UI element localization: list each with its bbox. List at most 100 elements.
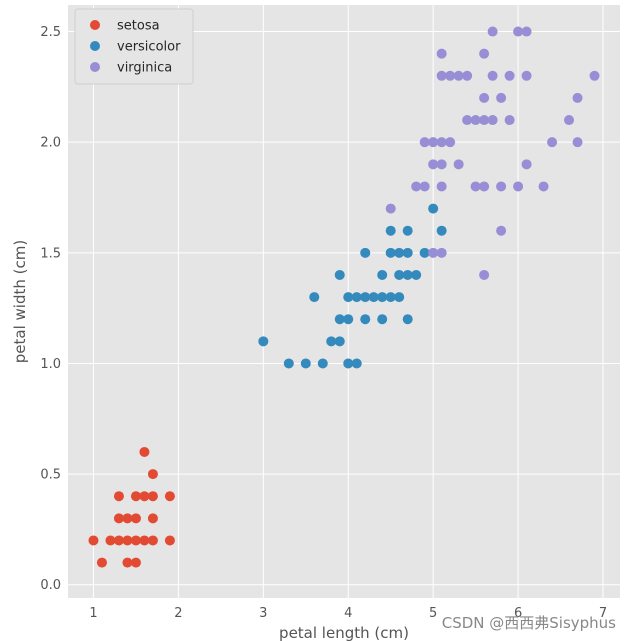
data-point-setosa: [130, 513, 141, 524]
legend-label-setosa: setosa: [117, 19, 160, 34]
x-tick-labels: 1 2 3 4 5 6 7: [89, 606, 607, 621]
y-tick-label: 1.0: [40, 357, 61, 372]
y-tick-label: 1.5: [40, 246, 61, 261]
data-point-virginica: [436, 247, 447, 258]
data-point-setosa: [130, 557, 141, 568]
data-point-setosa: [130, 535, 141, 546]
data-point-virginica: [428, 137, 439, 148]
data-point-virginica: [479, 115, 490, 126]
data-point-virginica: [479, 48, 490, 59]
data-point-virginica: [453, 70, 464, 81]
data-point-virginica: [504, 115, 515, 126]
legend-box: [74, 8, 194, 85]
data-point-virginica: [436, 159, 447, 170]
data-point-virginica: [547, 137, 558, 148]
x-tick-label: 7: [599, 606, 607, 621]
data-point-versicolor: [402, 225, 413, 236]
data-point-virginica: [479, 181, 490, 192]
data-point-virginica: [487, 26, 498, 37]
data-point-virginica: [419, 137, 430, 148]
data-point-versicolor: [360, 247, 371, 258]
data-point-versicolor: [351, 358, 362, 369]
data-point-virginica: [453, 159, 464, 170]
data-point-versicolor: [258, 336, 269, 347]
data-point-virginica: [589, 70, 600, 81]
data-point-setosa: [122, 535, 133, 546]
data-point-versicolor: [343, 292, 354, 303]
legend-label-virginica: virginica: [117, 61, 172, 76]
data-point-versicolor: [326, 336, 337, 347]
data-point-setosa: [113, 491, 124, 502]
data-point-virginica: [445, 70, 456, 81]
data-point-versicolor: [419, 247, 430, 258]
x-axis-label: petal length (cm): [279, 624, 409, 641]
y-axis-label: petal width (cm): [11, 240, 29, 363]
data-point-versicolor: [377, 269, 388, 280]
data-point-versicolor: [402, 269, 413, 280]
data-point-virginica: [436, 137, 447, 148]
data-point-versicolor: [436, 225, 447, 236]
x-tick-label: 1: [89, 606, 97, 621]
legend-marker-versicolor: [90, 41, 100, 51]
data-point-virginica: [496, 225, 507, 236]
data-point-versicolor: [309, 292, 320, 303]
data-point-virginica: [436, 181, 447, 192]
data-point-versicolor: [402, 314, 413, 325]
legend-label-versicolor: versicolor: [117, 40, 181, 55]
data-point-setosa: [122, 557, 133, 568]
y-tick-label: 0.5: [40, 468, 61, 483]
data-point-virginica: [445, 137, 456, 148]
data-point-versicolor: [360, 292, 371, 303]
data-point-setosa: [122, 513, 133, 524]
data-point-setosa: [139, 491, 150, 502]
legend: setosa versicolor virginica: [74, 8, 194, 85]
y-tick-label: 2.0: [40, 136, 61, 151]
data-point-versicolor: [385, 247, 396, 258]
data-point-virginica: [436, 48, 447, 59]
data-point-setosa: [113, 535, 124, 546]
data-point-setosa: [147, 513, 158, 524]
x-tick-label: 4: [344, 606, 352, 621]
data-point-virginica: [462, 115, 473, 126]
data-point-setosa: [164, 535, 175, 546]
legend-marker-setosa: [90, 20, 100, 30]
data-point-virginica: [462, 70, 473, 81]
x-tick-label: 3: [259, 606, 267, 621]
plot-area: [68, 5, 620, 598]
data-point-setosa: [130, 491, 141, 502]
data-point-virginica: [521, 159, 532, 170]
data-point-setosa: [105, 535, 116, 546]
data-point-virginica: [513, 26, 524, 37]
watermark: CSDN @西西弗Sisyphus: [441, 614, 616, 632]
data-point-versicolor: [385, 225, 396, 236]
data-point-virginica: [470, 181, 481, 192]
data-point-versicolor: [334, 269, 345, 280]
data-point-virginica: [479, 269, 490, 280]
data-point-virginica: [436, 70, 447, 81]
data-point-versicolor: [334, 336, 345, 347]
data-point-virginica: [496, 92, 507, 103]
data-point-versicolor: [351, 292, 362, 303]
data-point-virginica: [521, 70, 532, 81]
data-point-virginica: [521, 26, 532, 37]
data-point-virginica: [428, 247, 439, 258]
data-point-versicolor: [385, 292, 396, 303]
data-point-setosa: [96, 557, 107, 568]
data-point-versicolor: [394, 269, 405, 280]
y-tick-label: 2.5: [40, 25, 61, 40]
data-point-versicolor: [334, 314, 345, 325]
data-point-versicolor: [368, 292, 379, 303]
data-point-virginica: [419, 181, 430, 192]
data-point-versicolor: [377, 292, 388, 303]
x-tick-label: 5: [429, 606, 437, 621]
data-point-versicolor: [343, 358, 354, 369]
data-point-versicolor: [411, 269, 422, 280]
data-point-setosa: [164, 491, 175, 502]
data-point-setosa: [147, 535, 158, 546]
data-point-setosa: [147, 491, 158, 502]
data-point-setosa: [113, 513, 124, 524]
data-point-versicolor: [394, 247, 405, 258]
data-point-versicolor: [317, 358, 328, 369]
x-tick-label: 2: [174, 606, 182, 621]
